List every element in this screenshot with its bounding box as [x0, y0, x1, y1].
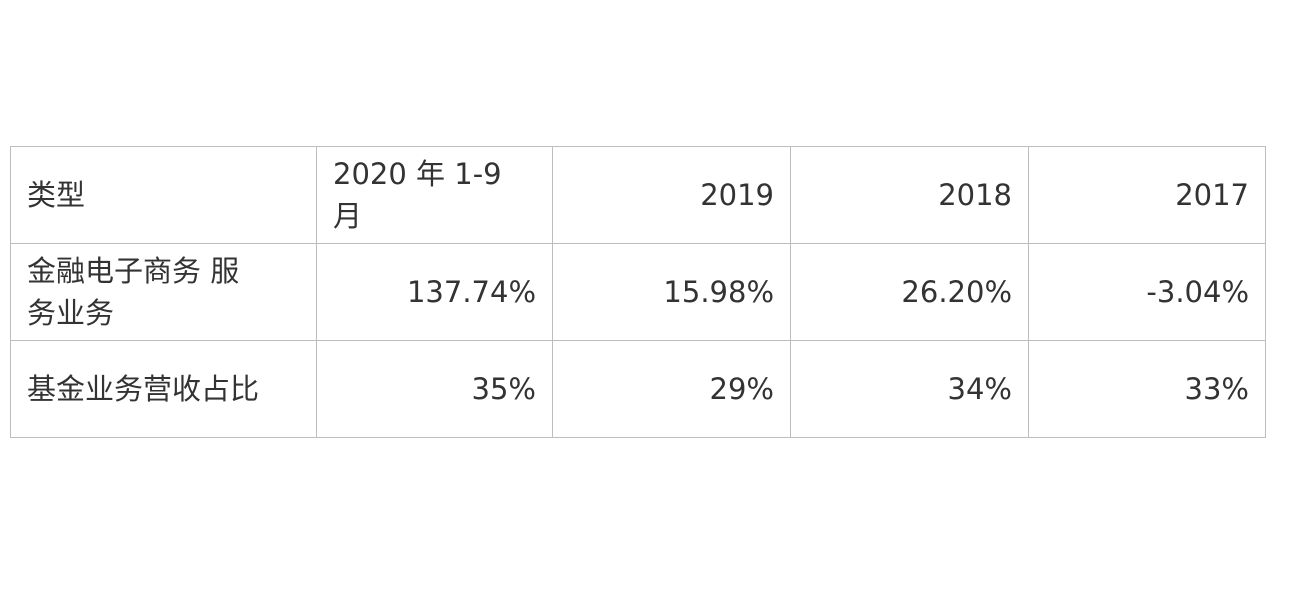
- header-row: 类型 2020 年 1-9 月 2019 2018 2017: [10, 146, 1266, 244]
- cell: 29%: [552, 340, 791, 438]
- cell: 33%: [1028, 340, 1266, 438]
- cell: -3.04%: [1028, 243, 1266, 341]
- header-cell: 2018: [790, 146, 1029, 244]
- table-row: 基金业务营收占比 35% 29% 34% 33%: [10, 340, 1266, 438]
- data-table: 类型 2020 年 1-9 月 2019 2018 2017 金融电子商务 服务…: [10, 146, 1266, 438]
- cell: 35%: [316, 340, 553, 438]
- cell: 34%: [790, 340, 1029, 438]
- cell: 15.98%: [552, 243, 791, 341]
- row-label: 金融电子商务 服务业务: [10, 243, 317, 341]
- header-cell: 类型: [10, 146, 317, 244]
- header-cell: 2019: [552, 146, 791, 244]
- cell: 26.20%: [790, 243, 1029, 341]
- table-row: 金融电子商务 服务业务 137.74% 15.98% 26.20% -3.04%: [10, 243, 1266, 341]
- header-cell: 2017: [1028, 146, 1266, 244]
- header-cell: 2020 年 1-9 月: [316, 146, 553, 244]
- row-label: 基金业务营收占比: [10, 340, 317, 438]
- cell: 137.74%: [316, 243, 553, 341]
